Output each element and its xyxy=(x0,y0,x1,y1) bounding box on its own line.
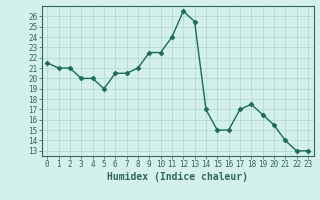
X-axis label: Humidex (Indice chaleur): Humidex (Indice chaleur) xyxy=(107,172,248,182)
